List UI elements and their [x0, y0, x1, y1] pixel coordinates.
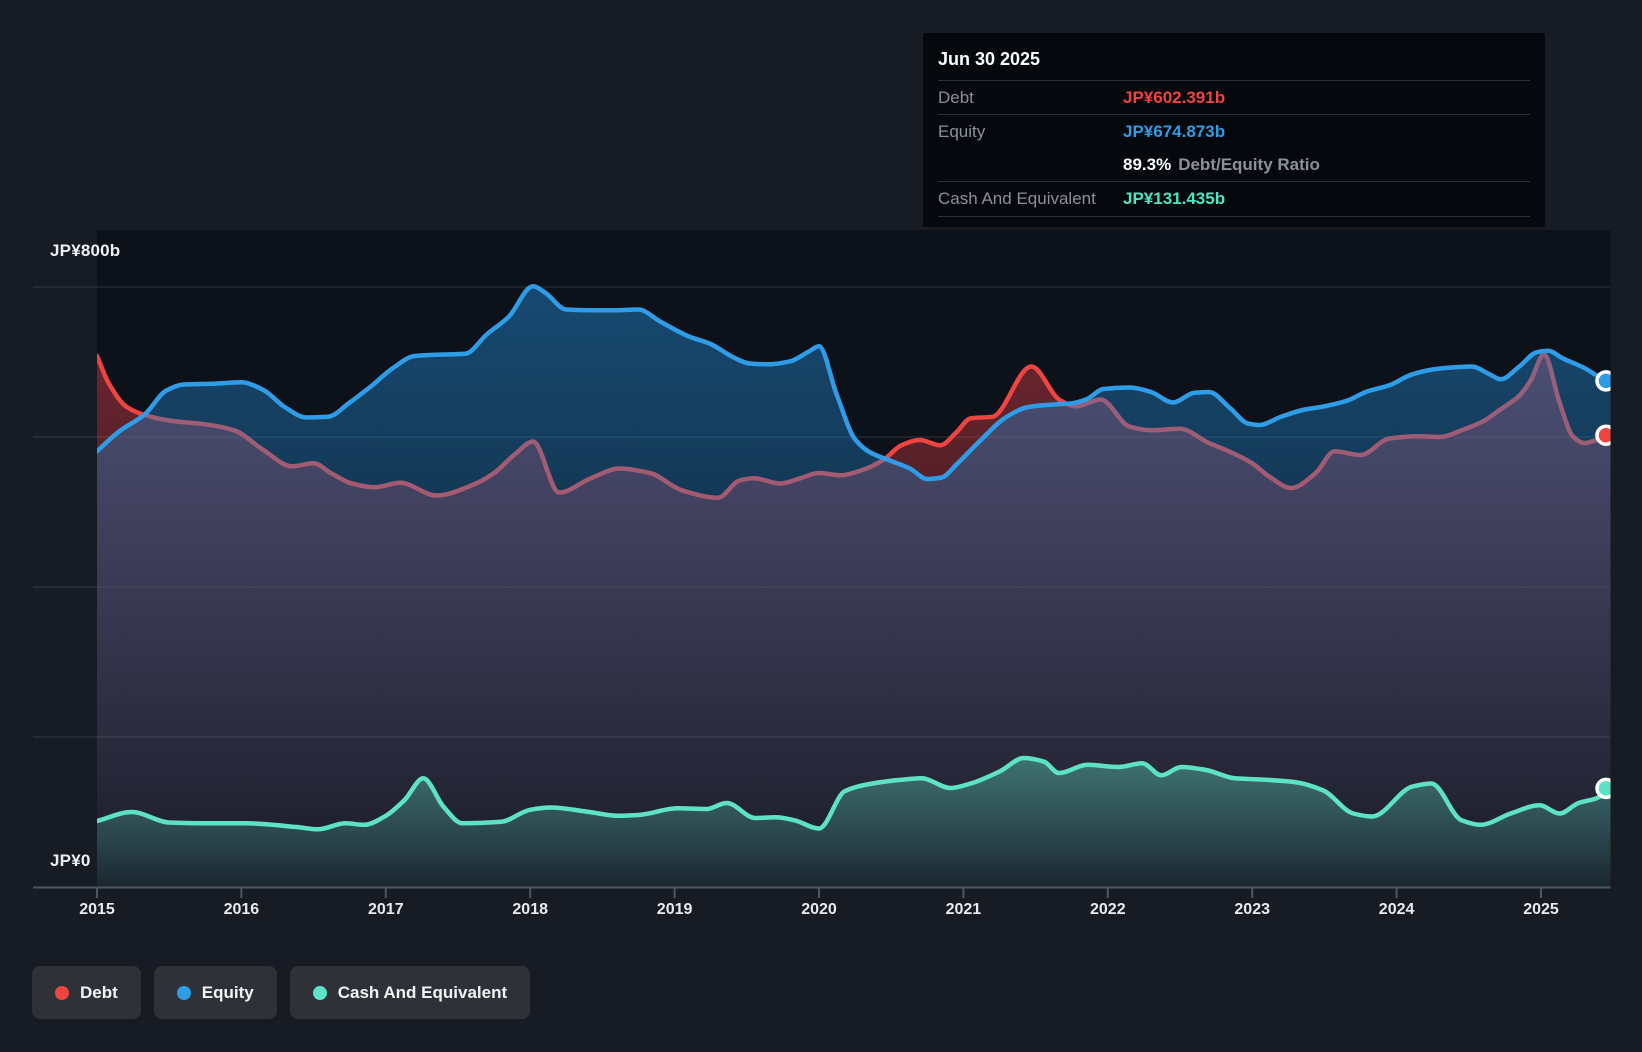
- tooltip-ratio-label: Debt/Equity Ratio: [1178, 155, 1320, 175]
- legend-pill-debt[interactable]: Debt: [32, 966, 141, 1019]
- y-axis-zero-label: JP¥0: [50, 851, 91, 871]
- tooltip-cash-value: JP¥131.435b: [1123, 189, 1225, 209]
- tooltip-equity-row: Equity JP¥674.873b: [938, 114, 1530, 148]
- legend-label-cash-and-equivalent: Cash And Equivalent: [338, 983, 507, 1003]
- chart-tooltip: Jun 30 2025 Debt JP¥602.391b Equity JP¥6…: [923, 33, 1545, 227]
- x-axis-year-2016: 2016: [196, 901, 286, 919]
- legend-pill-equity[interactable]: Equity: [154, 966, 277, 1019]
- debt-legend-dot-icon: [55, 986, 69, 1000]
- tooltip-cash-label: Cash And Equivalent: [938, 189, 1123, 209]
- equity-legend-dot-icon: [177, 986, 191, 1000]
- tooltip-debt-label: Debt: [938, 88, 1123, 108]
- tooltip-ratio-row: 89.3% Debt/Equity Ratio: [938, 148, 1530, 181]
- debt-end-marker: [1597, 426, 1615, 444]
- tooltip-debt-value: JP¥602.391b: [1123, 88, 1225, 108]
- tooltip-ratio-value: 89.3%: [1123, 155, 1171, 175]
- x-axis-year-2018: 2018: [485, 901, 575, 919]
- debt-equity-history-chart: JP¥800b JP¥0 2015 2016 2017 2018 2019 2020 202…: [0, 0, 1642, 1052]
- x-axis-year-2024: 2024: [1352, 901, 1442, 919]
- x-axis-year-2020: 2020: [774, 901, 864, 919]
- chart-legend: Debt Equity Cash And Equivalent: [32, 966, 530, 1019]
- tooltip-cash-row: Cash And Equivalent JP¥131.435b: [938, 181, 1530, 215]
- tooltip-equity-label: Equity: [938, 122, 1123, 142]
- tooltip-date: Jun 30 2025: [938, 43, 1530, 80]
- x-axis-year-2022: 2022: [1063, 901, 1153, 919]
- tooltip-equity-value: JP¥674.873b: [1123, 122, 1225, 142]
- tooltip-debt-row: Debt JP¥602.391b: [938, 80, 1530, 114]
- y-axis-top-label: JP¥800b: [50, 241, 120, 261]
- legend-pill-cash-and-equivalent[interactable]: Cash And Equivalent: [290, 966, 530, 1019]
- equity-end-marker: [1597, 372, 1615, 390]
- x-axis-year-2023: 2023: [1207, 901, 1297, 919]
- cash-and-equivalent-end-marker: [1597, 779, 1615, 797]
- x-axis-year-2021: 2021: [918, 901, 1008, 919]
- legend-label-equity: Equity: [202, 983, 254, 1003]
- cash-and-equivalent-legend-dot-icon: [313, 986, 327, 1000]
- x-axis-year-2015: 2015: [52, 901, 142, 919]
- x-axis-year-2017: 2017: [341, 901, 431, 919]
- legend-label-debt: Debt: [80, 983, 118, 1003]
- x-axis-year-2019: 2019: [630, 901, 720, 919]
- x-axis-year-2025: 2025: [1496, 901, 1586, 919]
